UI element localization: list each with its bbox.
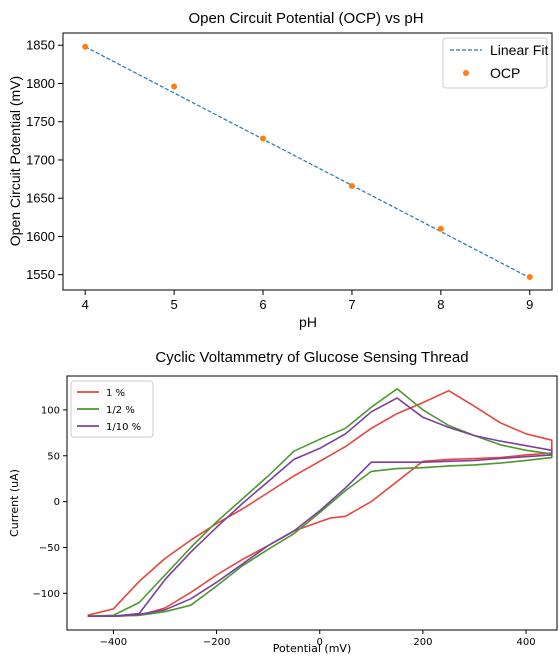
ocp-point: [348, 182, 355, 189]
cv-x-tick-label: 400: [517, 637, 536, 648]
legend-tenth-pct-label: 1/10 %: [106, 422, 141, 433]
ocp-x-tick-label: 7: [348, 297, 355, 312]
cv-y-tick-label: 0: [54, 497, 60, 508]
cv-y-axis-label: Current (uA): [8, 469, 21, 537]
ocp-y-tick-label: 1850: [26, 38, 55, 53]
ocp-x-tick-label: 6: [259, 297, 266, 312]
ocp-plot-frame: [62, 32, 553, 291]
ocp-y-tick-label: 1550: [26, 267, 55, 282]
legend-ocp-swatch: [463, 70, 469, 76]
cv-chart-title: Cyclic Voltammetry of Glucose Sensing Th…: [155, 349, 468, 366]
cv-chart: Cyclic Voltammetry of Glucose Sensing Th…: [8, 349, 558, 655]
cv-series-tenth-pct: [87, 397, 553, 617]
ocp-chart: Open Circuit Potential (OCP) vs pH 4 5 6 7 8…: [7, 10, 553, 330]
cv-legend-box: [70, 380, 154, 438]
ocp-legend: Linear Fit OCP: [442, 37, 548, 89]
cv-y-tick-label: 50: [47, 451, 60, 462]
ocp-point: [437, 225, 444, 232]
cv-x-tick-label: 200: [413, 637, 432, 648]
cv-y-tick-label: −100: [33, 589, 60, 600]
ocp-y-tick-label: 1750: [26, 114, 55, 129]
ocp-point: [171, 83, 178, 90]
cv-y-tick-label: −50: [39, 543, 60, 554]
ocp-x-tick-label: 5: [171, 297, 178, 312]
legend-ocp-label: OCP: [490, 65, 520, 81]
cv-plot-frame: [66, 375, 558, 631]
ocp-point: [260, 135, 267, 142]
cv-series-half-pct: [87, 388, 553, 617]
ocp-chart-title: Open Circuit Potential (OCP) vs pH: [188, 10, 423, 27]
cv-x-tick-label: −400: [100, 637, 127, 648]
ocp-y-axis-label: Open Circuit Potential (mV): [7, 76, 23, 246]
cv-legend: 1 % 1/2 % 1/10 %: [70, 380, 154, 438]
legend-1pct-label: 1 %: [106, 388, 125, 399]
ocp-x-tick-label: 8: [437, 297, 444, 312]
legend-half-pct-label: 1/2 %: [106, 405, 135, 416]
ocp-y-tick-label: 1650: [26, 191, 55, 206]
ocp-x-tick-label: 9: [526, 297, 533, 312]
legend-linear-fit-label: Linear Fit: [490, 42, 548, 58]
ocp-x-tick-label: 4: [82, 297, 89, 312]
cv-x-axis-label: Potential (mV): [273, 642, 352, 655]
ocp-point: [526, 273, 533, 280]
cv-x-tick-label: −200: [203, 637, 230, 648]
ocp-x-axis-label: pH: [299, 314, 317, 330]
ocp-y-tick-label: 1600: [26, 229, 55, 244]
ocp-y-tick-label: 1800: [26, 76, 55, 91]
ocp-point: [82, 43, 89, 50]
cv-y-tick-label: 100: [41, 405, 60, 416]
linear-fit-line: [84, 46, 531, 279]
cv-x-tick-label: 0: [317, 637, 323, 648]
ocp-y-tick-label: 1700: [26, 152, 55, 167]
